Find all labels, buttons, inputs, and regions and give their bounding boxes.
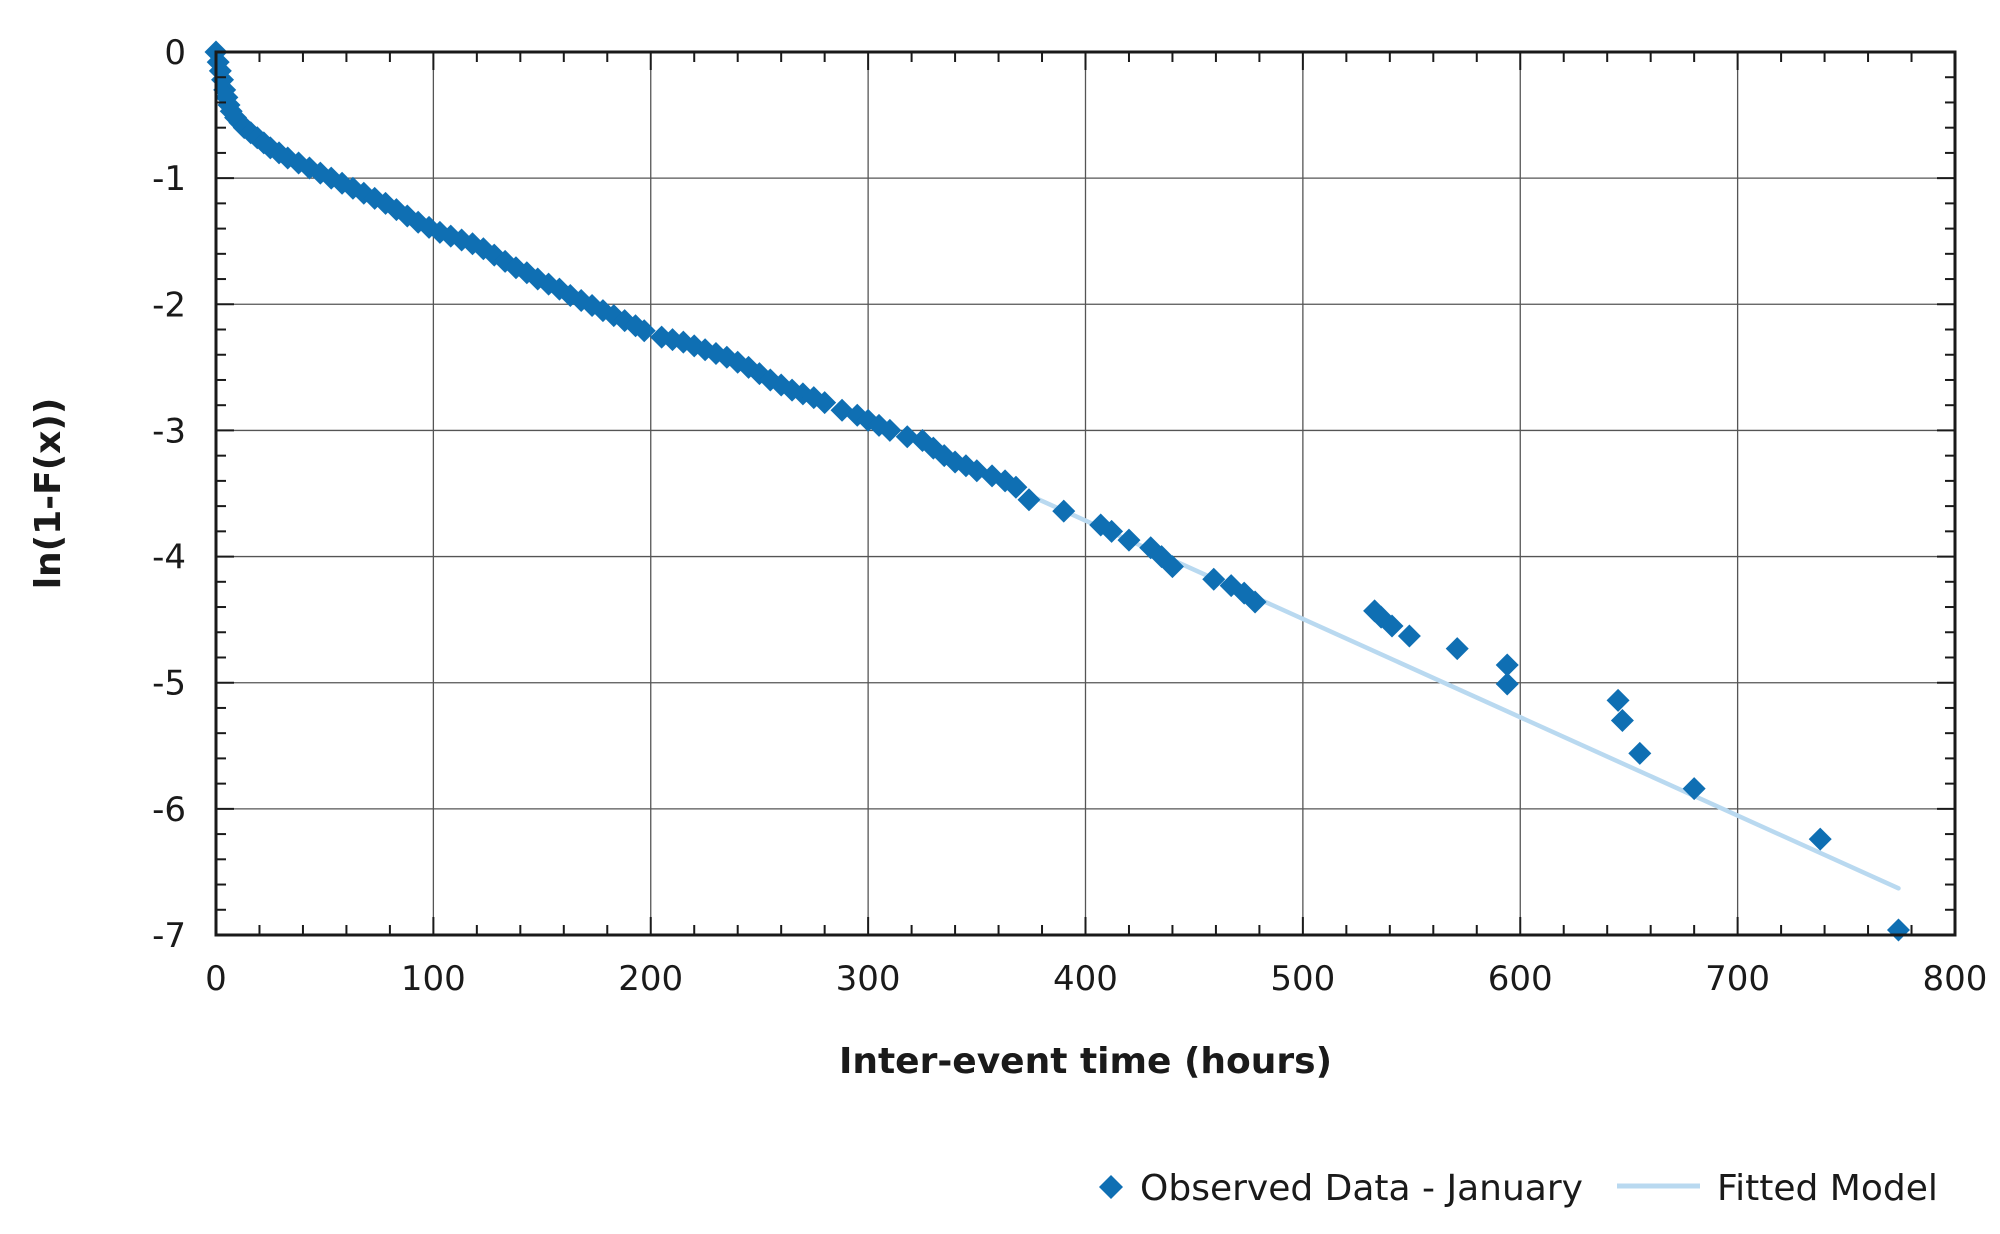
observed-point-31 xyxy=(439,224,463,248)
x-tick-label-800: 800 xyxy=(1923,959,1988,999)
observed-point-49 xyxy=(632,319,656,343)
observed-point-104 xyxy=(1808,827,1832,851)
grid xyxy=(216,52,1955,935)
x-tick-label-100: 100 xyxy=(401,959,466,999)
observed-point-102 xyxy=(1628,741,1652,765)
x-tick-label-300: 300 xyxy=(836,959,901,999)
observed-point-68 xyxy=(856,408,880,432)
legend-marker-observed xyxy=(1099,1175,1123,1199)
observed-point-97 xyxy=(1445,637,1469,661)
observed-point-105 xyxy=(1886,918,1910,942)
y-tick-label--2: -2 xyxy=(152,285,186,325)
x-tick-label-200: 200 xyxy=(618,959,683,999)
x-tick-label-400: 400 xyxy=(1053,959,1118,999)
y-tick-label--1: -1 xyxy=(152,159,186,199)
y-tick-label--3: -3 xyxy=(152,411,186,451)
observed-point-100 xyxy=(1606,688,1630,712)
y-tick-label-0: 0 xyxy=(164,33,186,73)
observed-point-92 xyxy=(1243,590,1267,614)
tick-labels: 0 100 200 300 400 500 600 700 800 0 -1 -2 -3 -4 -5 -6 -7 xyxy=(152,33,1987,999)
legend: Observed Data - January Fitted Model xyxy=(1099,1168,1938,1209)
observed-point-95 xyxy=(1380,614,1404,638)
x-tick-label-600: 600 xyxy=(1488,959,1553,999)
ticks xyxy=(215,51,1956,936)
y-axis-title: ln(1-F(x)) xyxy=(28,398,69,590)
legend-label-observed: Observed Data - January xyxy=(1140,1168,1583,1209)
observed-point-88 xyxy=(1160,555,1184,579)
observed-point-99 xyxy=(1495,672,1519,696)
legend-label-fitted: Fitted Model xyxy=(1717,1168,1938,1209)
observed-point-84 xyxy=(1100,519,1124,543)
y-tick-label--6: -6 xyxy=(152,790,186,830)
y-tick-label--7: -7 xyxy=(152,916,186,956)
observed-point-101 xyxy=(1610,709,1634,733)
observed-point-82 xyxy=(1052,499,1076,523)
observed-point-65 xyxy=(813,391,837,415)
observed-point-85 xyxy=(1117,528,1141,552)
observed-points-layer xyxy=(204,40,1910,942)
y-tick-label--5: -5 xyxy=(152,664,186,704)
observed-point-70 xyxy=(878,418,902,442)
observed-point-34 xyxy=(471,237,495,261)
x-tick-label-500: 500 xyxy=(1270,959,1335,999)
x-tick-label-0: 0 xyxy=(205,959,227,999)
observed-point-96 xyxy=(1397,624,1421,648)
x-tick-label-700: 700 xyxy=(1705,959,1770,999)
x-axis-title: Inter-event time (hours) xyxy=(839,1041,1332,1082)
observed-point-103 xyxy=(1682,777,1706,801)
y-tick-label--4: -4 xyxy=(152,538,186,578)
observed-point-80 xyxy=(1004,475,1028,499)
observed-point-81 xyxy=(1017,488,1041,512)
observed-point-98 xyxy=(1495,653,1519,677)
observed-point-89 xyxy=(1202,567,1226,591)
